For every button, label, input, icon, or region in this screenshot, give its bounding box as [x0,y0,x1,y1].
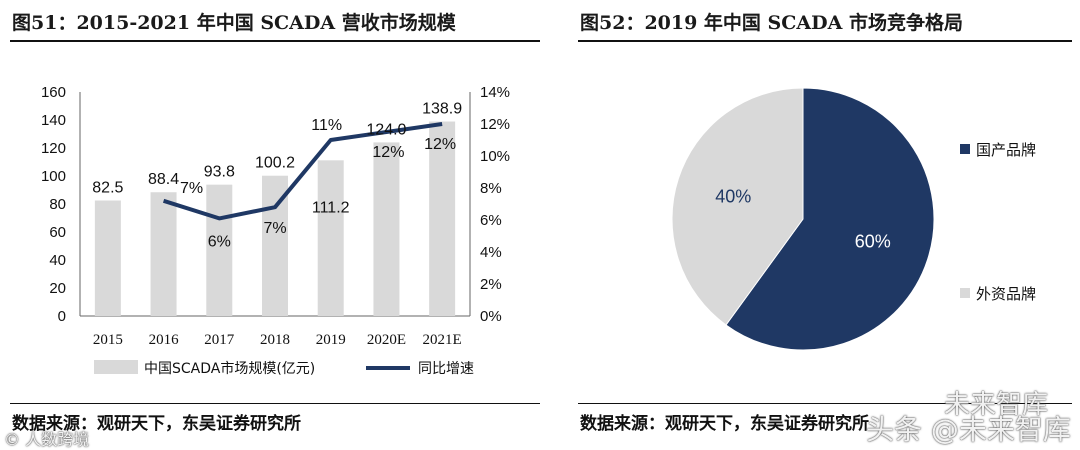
watermark-top-right: 未来智库 [944,390,1049,420]
x-tick-label: 2015 [93,332,123,348]
bar-value-label: 124.0 [366,121,406,138]
bar-value-label: 93.8 [204,164,235,181]
y-left-tick-label: 80 [49,196,66,213]
bar-value-label: 82.5 [92,180,123,197]
revenue-growth-combo-chart: 0 20 40 60 80 100 120 140 160 0% 2% 4% 6% 8% 10% 12% 14%… [41,84,510,377]
y-right-tick-label: 8% [480,180,502,197]
left-panel-title: 图51：2015-2021 年中国 SCADA 营收市场规模 [12,12,456,34]
pie-slice [725,87,935,351]
x-tick-label: 2016 [149,332,180,348]
chart-legend: 中国SCADA市场规模(亿元) 同比增速 [94,360,474,377]
x-tick-label: 2021E [423,332,462,348]
line-series [162,122,443,221]
y-right-tick-label: 0% [480,308,502,325]
y-left-tick-label: 160 [41,84,66,101]
watermark-left: © 人数跨境 [4,430,90,449]
bar [150,192,177,316]
right-source-rule [578,403,1072,404]
y-left-tick-label: 100 [41,168,66,185]
legend-line-label: 同比增速 [418,361,474,377]
left-title-rule [10,40,540,42]
legend-bar-label: 中国SCADA市场规模(亿元) [144,360,315,377]
y-left-tick-label: 20 [49,280,66,297]
pie-legend-label: 外资品牌 [976,285,1036,303]
watermark-bottom-right: 头条 @未来智库 [866,413,1071,446]
x-tick-label: 2018 [260,332,290,348]
legend-bar-swatch [94,360,138,374]
pie-legend-swatch [960,144,970,154]
bar-value-label: 111.2 [312,199,350,216]
x-tick-label: 2017 [204,332,235,348]
data-labels: 82.5 88.4 93.8 100.2 111.2 124.0 138.9 7% 6% 7% 11… [92,101,462,251]
pie-slices [671,87,935,351]
pie-slice-label: 40% [715,186,751,206]
growth-rate-label: 7% [180,180,203,197]
y-left-tick-label: 120 [41,140,66,157]
y-right-tick-label: 2% [480,276,502,293]
bar [429,121,456,316]
pie-slice-label: 60% [855,232,891,252]
pie-labels: 60% 40% [715,186,891,251]
bar [94,200,121,316]
y-right-tick-label: 4% [480,244,502,261]
y-left-tick-label: 40 [49,252,66,269]
y-right-tick-label: 6% [480,212,502,229]
growth-rate-label: 12% [372,144,404,161]
growth-rate-label: 11% [311,117,342,134]
growth-rate-label: 12% [424,136,456,153]
bar [317,160,344,316]
pie-slice [671,87,804,326]
x-tick-label: 2020E [367,332,406,348]
y-right-tick-label: 12% [480,116,510,133]
bar [206,184,233,316]
growth-rate-label: 7% [263,220,286,237]
left-panel-source: 数据来源：观研天下，东吴证券研究所 [12,414,301,434]
bar-value-label: 138.9 [422,101,462,118]
right-title-rule [578,40,1072,42]
bar [373,142,400,316]
bar-value-label: 100.2 [255,155,295,172]
pie-legend-swatch [960,288,970,298]
pie-legend-label: 国产品牌 [976,141,1036,159]
right-panel-source: 数据来源：观研天下，东吴证券研究所 [580,414,869,434]
right-panel-title: 图52：2019 年中国 SCADA 市场竞争格局 [580,12,963,34]
y-right-tick-label: 10% [480,148,510,165]
left-source-rule [10,403,540,404]
bar-value-label: 88.4 [148,171,179,188]
y-right-tick-label: 14% [480,84,510,101]
y-left-tick-label: 0 [58,308,66,325]
chart-axes: 0 20 40 60 80 100 120 140 160 0% 2% 4% 6% 8% 10% 12% 14%… [41,84,510,348]
growth-rate-label: 6% [208,233,231,250]
x-tick-label: 2019 [316,332,346,348]
y-left-tick-label: 60 [49,224,66,241]
growth-line [162,122,443,221]
y-left-tick-label: 140 [41,112,66,129]
bar-series [94,121,456,316]
